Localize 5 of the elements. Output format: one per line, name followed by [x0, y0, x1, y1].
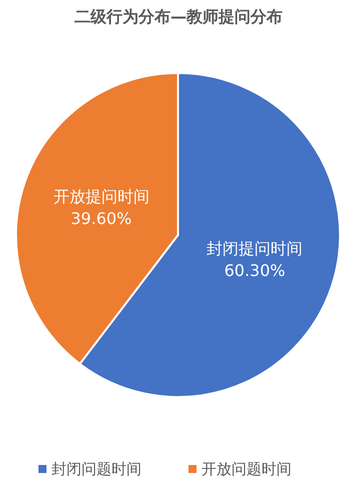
data-label: 开放提问时间39.60% — [53, 187, 150, 228]
legend-label: 封闭问题时间 — [52, 460, 142, 478]
data-label: 封闭提问时间60.30% — [206, 239, 303, 280]
chart-title: 二级行为分布—教师提问分布 — [74, 7, 282, 26]
legend-label: 开放问题时间 — [202, 460, 292, 478]
